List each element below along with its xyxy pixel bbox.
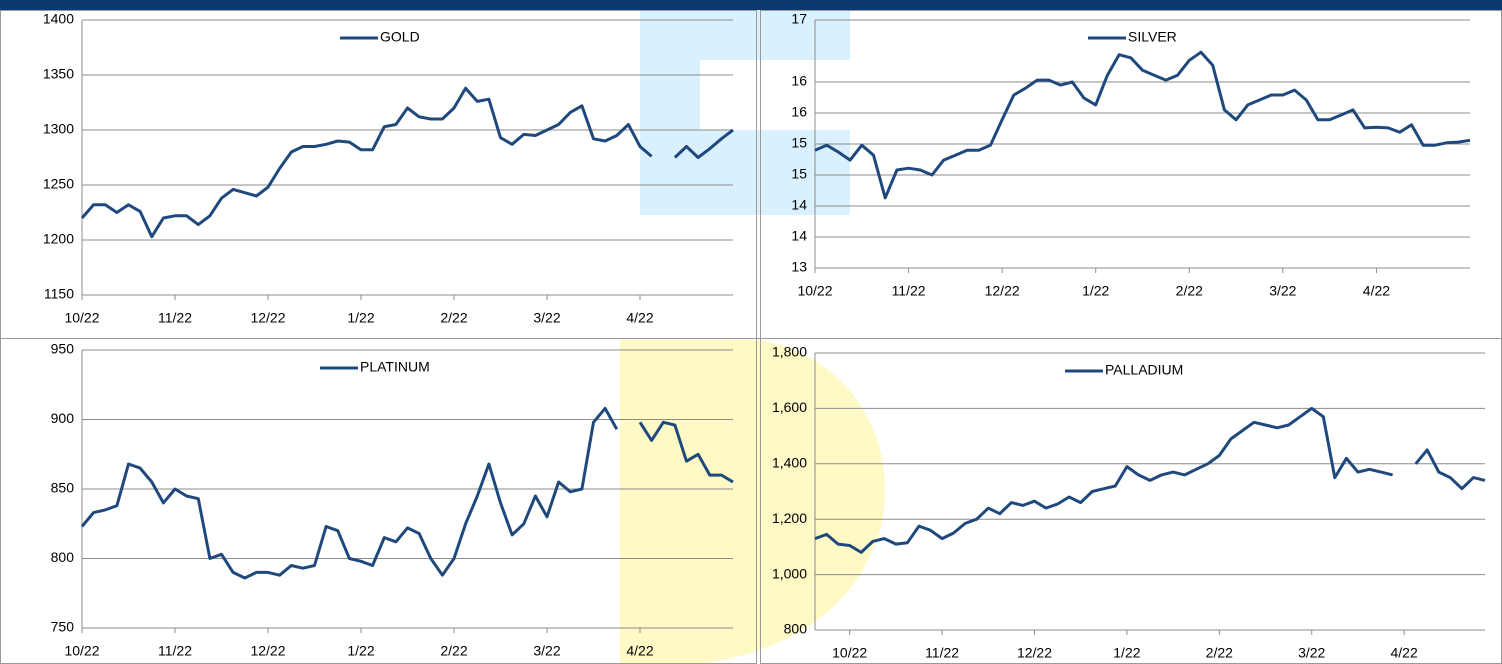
legend-label: GOLD [380,29,420,45]
x-tick-label: 2/22 [440,310,467,326]
x-tick-label: 3/22 [533,643,560,659]
y-tick-label: 15 [791,135,807,151]
legend-label: PALLADIUM [1105,362,1183,378]
y-tick-label: 1,000 [772,565,807,581]
y-tick-label: 800 [784,621,808,637]
header-bar [0,0,1502,10]
legend-label: SILVER [1128,29,1177,45]
x-tick-label: 10/22 [797,283,832,299]
x-tick-label: 12/22 [250,310,285,326]
x-tick-label: 2/22 [1206,645,1233,661]
y-tick-label: 1150 [44,286,74,302]
x-tick-label: 10/22 [64,310,99,326]
y-tick-label: 1,600 [772,399,807,415]
x-tick-label: 3/22 [533,310,560,326]
x-tick-label: 1/22 [1082,283,1109,299]
y-tick-label: 1350 [43,66,74,82]
y-tick-label: 1,400 [772,455,807,471]
y-tick-label: 1,800 [772,344,807,360]
watermark [640,10,850,215]
y-tick-label: 1400 [43,11,74,27]
x-tick-label: 11/22 [925,645,959,661]
y-tick-label: 1250 [43,176,74,192]
x-tick-label: 11/22 [158,643,192,659]
x-tick-label: 3/22 [1298,645,1325,661]
x-tick-label: 10/22 [832,645,867,661]
x-tick-label: 12/22 [250,643,285,659]
x-tick-label: 10/22 [64,643,99,659]
y-tick-label: 1300 [43,121,74,137]
x-tick-label: 11/22 [158,310,192,326]
x-tick-label: 2/22 [440,643,467,659]
panel-border [760,10,1502,664]
y-tick-label: 16 [791,73,807,89]
x-tick-label: 1/22 [347,310,374,326]
y-tick-label: 850 [51,480,75,496]
y-tick-label: 14 [791,197,807,213]
y-tick-label: 15 [791,166,807,182]
y-tick-label: 13 [791,259,807,275]
y-tick-label: 1200 [43,231,74,247]
y-tick-label: 16 [791,104,807,120]
watermark [620,340,885,664]
y-tick-label: 800 [51,549,75,565]
data-line [814,50,1471,200]
x-tick-label: 4/22 [626,643,653,659]
legend-label: PLATINUM [360,359,430,375]
y-tick-label: 750 [51,619,75,635]
x-tick-label: 12/22 [1017,645,1052,661]
y-tick-label: 1,200 [772,510,807,526]
y-tick-label: 950 [51,341,75,357]
x-tick-label: 1/22 [1113,645,1140,661]
x-tick-label: 4/22 [1391,645,1418,661]
data-line [814,406,1486,554]
x-tick-label: 2/22 [1176,283,1203,299]
x-tick-label: 12/22 [985,283,1020,299]
x-tick-label: 3/22 [1269,283,1296,299]
y-tick-label: 900 [51,410,75,426]
data-line [80,86,734,239]
y-tick-label: 14 [791,228,807,244]
x-tick-label: 4/22 [626,310,653,326]
y-tick-label: 17 [791,11,807,27]
x-tick-label: 1/22 [347,643,374,659]
data-line [80,406,734,580]
x-tick-label: 11/22 [892,283,926,299]
x-tick-label: 4/22 [1363,283,1390,299]
